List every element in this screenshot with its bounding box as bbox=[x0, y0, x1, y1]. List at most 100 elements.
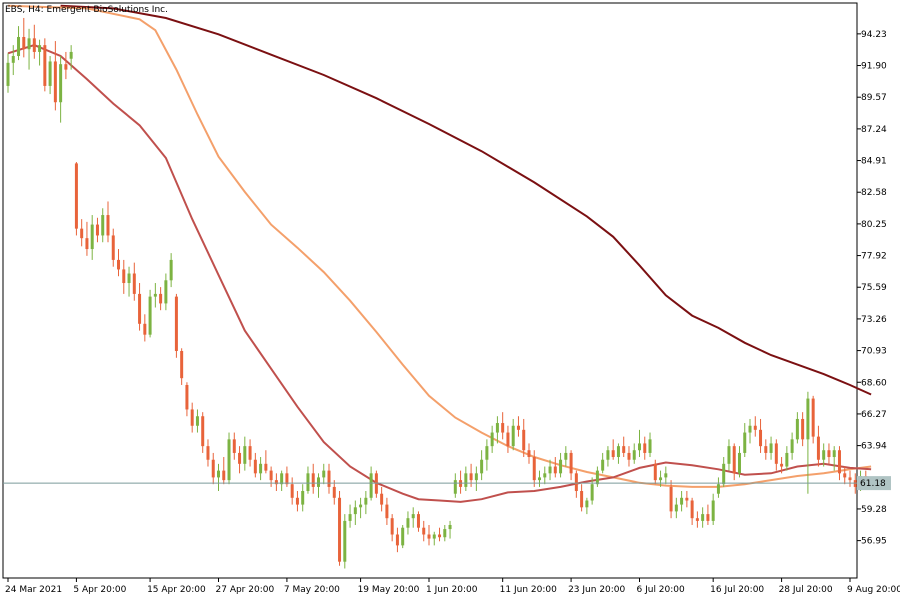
candle bbox=[564, 446, 568, 467]
candle-body bbox=[32, 38, 36, 52]
candle bbox=[843, 466, 847, 485]
candle bbox=[590, 477, 594, 505]
candle bbox=[380, 486, 384, 512]
candle bbox=[638, 429, 641, 458]
candle-body bbox=[74, 163, 78, 229]
candle bbox=[448, 520, 452, 539]
candle bbox=[222, 457, 226, 485]
candle bbox=[90, 215, 94, 260]
candle bbox=[753, 416, 757, 437]
x-tick-label: 9 Aug 20:00 bbox=[847, 585, 900, 595]
candle-body bbox=[438, 534, 442, 538]
candle-body bbox=[285, 473, 289, 485]
candle bbox=[22, 17, 26, 58]
candle-body bbox=[469, 473, 473, 481]
candle bbox=[285, 466, 289, 487]
chart-title: EBS, H4: Emergent BioSolutions Inc. bbox=[5, 5, 168, 15]
candle-body bbox=[327, 470, 331, 487]
candle bbox=[211, 452, 215, 485]
candle-body bbox=[553, 466, 557, 474]
candle bbox=[822, 443, 826, 467]
candle bbox=[643, 436, 647, 460]
candle-body bbox=[706, 514, 710, 521]
candle bbox=[316, 473, 320, 498]
candle-body bbox=[595, 470, 599, 485]
candle-body bbox=[306, 473, 310, 492]
candle-body bbox=[248, 446, 252, 460]
candle bbox=[422, 520, 426, 542]
candle bbox=[595, 466, 599, 487]
ma-fast-line bbox=[7, 44, 872, 503]
candle bbox=[485, 439, 489, 471]
candle bbox=[138, 283, 142, 331]
candle-body bbox=[701, 514, 705, 521]
candle-body bbox=[501, 423, 505, 433]
candle bbox=[743, 423, 747, 458]
candle-body bbox=[422, 527, 426, 535]
candle bbox=[606, 446, 610, 467]
candle-body bbox=[148, 296, 152, 335]
candle bbox=[569, 450, 573, 481]
candle-body bbox=[132, 273, 136, 294]
candle-body bbox=[301, 491, 305, 505]
candle-body bbox=[659, 477, 663, 481]
candle bbox=[522, 418, 526, 458]
candle-body bbox=[543, 473, 547, 478]
candle bbox=[585, 497, 589, 515]
candle-body bbox=[343, 520, 347, 562]
candle bbox=[148, 289, 152, 338]
candle-body bbox=[748, 425, 752, 433]
candle bbox=[516, 416, 520, 437]
candle-body bbox=[674, 504, 678, 512]
candle bbox=[406, 511, 410, 535]
candle-body bbox=[332, 486, 336, 498]
candle-body bbox=[153, 293, 157, 297]
candle-body bbox=[359, 504, 363, 508]
candle-body bbox=[11, 56, 15, 63]
candle bbox=[532, 450, 536, 487]
candle bbox=[459, 470, 463, 494]
candle bbox=[11, 45, 15, 76]
candle-body bbox=[585, 500, 589, 508]
candle-body bbox=[401, 527, 405, 546]
candle-body bbox=[559, 459, 563, 474]
candle-body bbox=[369, 473, 373, 498]
candle-body bbox=[522, 429, 526, 451]
candle bbox=[117, 249, 121, 277]
y-tick-label: 89.57 bbox=[861, 93, 887, 103]
candle-body bbox=[769, 443, 773, 453]
x-tick-label: 5 Apr 20:00 bbox=[73, 585, 126, 595]
candle bbox=[48, 56, 52, 95]
candle bbox=[259, 457, 263, 481]
candle-body bbox=[280, 473, 284, 485]
candle bbox=[501, 412, 505, 440]
candle-body bbox=[453, 480, 457, 494]
candle-body bbox=[269, 470, 273, 481]
candle bbox=[174, 293, 178, 358]
candle bbox=[217, 463, 220, 492]
candle bbox=[290, 477, 294, 505]
candle-body bbox=[569, 452, 573, 474]
candle bbox=[306, 466, 310, 494]
candle-body bbox=[222, 470, 226, 481]
candle-body bbox=[416, 514, 420, 528]
candle-body bbox=[822, 450, 826, 460]
candle bbox=[180, 348, 184, 385]
candle-body bbox=[27, 38, 31, 50]
candle bbox=[80, 219, 84, 247]
candle-body bbox=[122, 269, 126, 284]
candle-body bbox=[38, 45, 42, 52]
current-price-marker: 61.18 bbox=[3, 476, 891, 491]
candle bbox=[85, 221, 89, 256]
candle-body bbox=[574, 473, 578, 492]
y-tick-label: 59.28 bbox=[861, 505, 887, 515]
candle bbox=[506, 425, 510, 453]
candle bbox=[680, 491, 684, 512]
candle-body bbox=[106, 215, 110, 236]
candle bbox=[480, 450, 484, 481]
candle-body bbox=[690, 500, 694, 519]
ma-mid-line bbox=[7, 4, 872, 488]
candle-body bbox=[848, 477, 852, 481]
candle-body bbox=[722, 463, 726, 485]
